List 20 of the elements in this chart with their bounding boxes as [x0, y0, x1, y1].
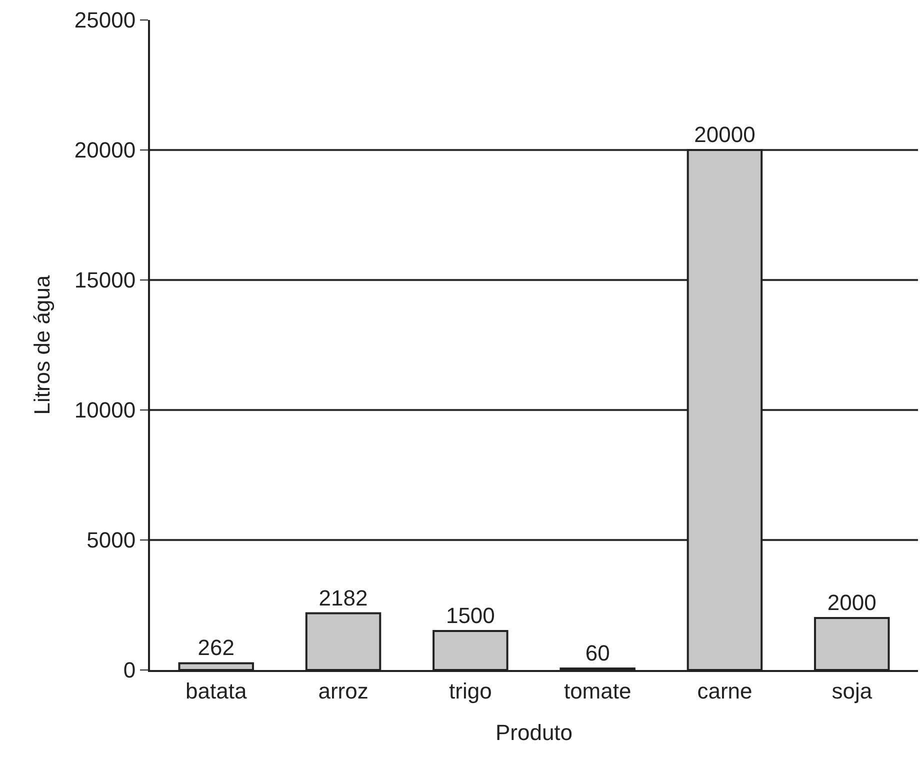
data-label: 20000 — [694, 122, 756, 147]
y-tick-label: 15000 — [74, 268, 136, 293]
data-label: 60 — [585, 640, 610, 666]
y-tick-label: 0 — [123, 658, 136, 683]
x-tick-label: trigo — [449, 678, 492, 704]
data-label: 2000 — [827, 590, 876, 615]
x-tick-label: soja — [832, 678, 873, 704]
x-axis-title: Produto — [495, 720, 573, 745]
x-tick-label: carne — [697, 678, 752, 704]
y-axis-title: Litros de água — [30, 274, 55, 415]
y-tick-label: 25000 — [74, 8, 136, 33]
y-tick-label: 10000 — [74, 398, 136, 423]
data-label: 262 — [198, 635, 234, 660]
x-tick-label: tomate — [564, 678, 632, 704]
x-tick-label: batata — [186, 678, 248, 704]
data-label: 1500 — [446, 603, 495, 628]
x-tick-label: arroz — [318, 678, 368, 704]
y-tick-label: 5000 — [86, 528, 136, 553]
data-label: 2182 — [318, 585, 368, 610]
y-tick-label: 20000 — [74, 138, 136, 163]
